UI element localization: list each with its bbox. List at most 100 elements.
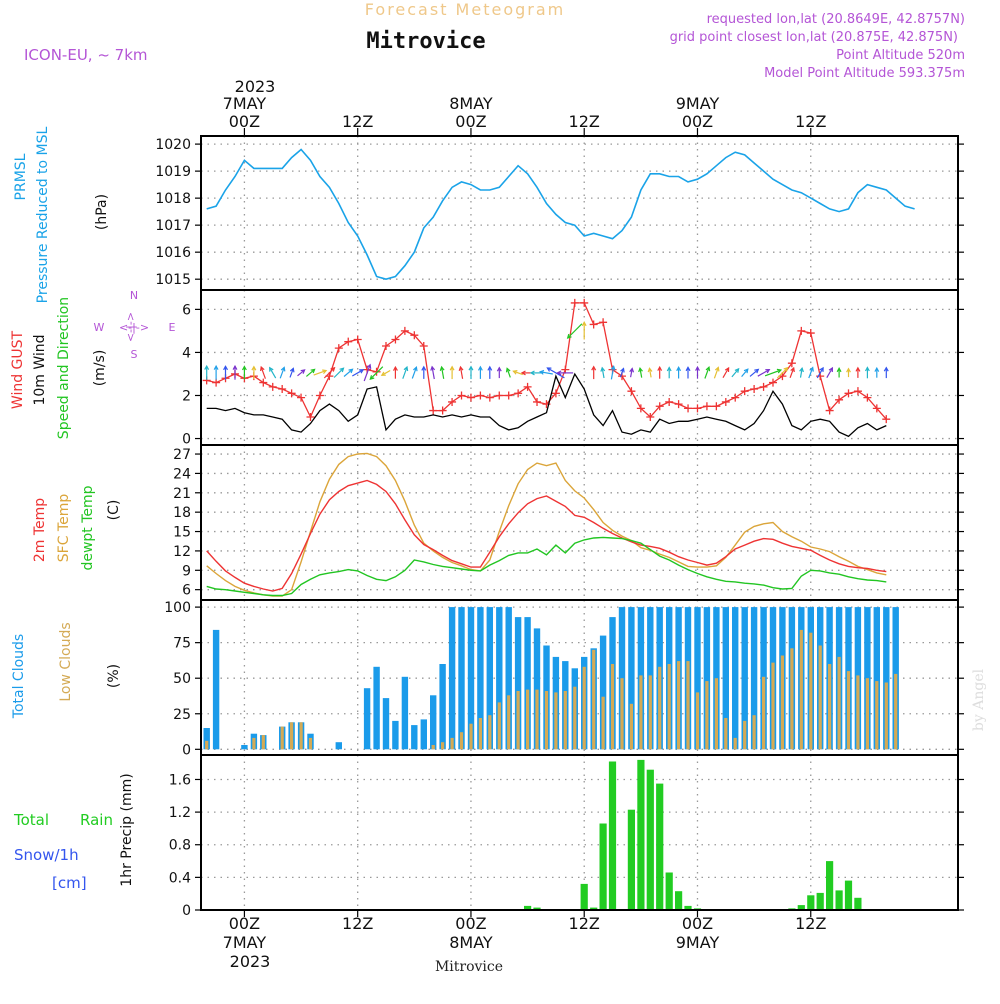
wind-direction-arrow — [506, 368, 511, 378]
wind-direction-arrow — [808, 367, 814, 379]
gust-point — [759, 382, 768, 391]
wind-direction-arrowhead — [855, 366, 861, 372]
total-cloud-bar — [241, 745, 248, 750]
wind-direction-arrowhead — [468, 365, 474, 371]
wind-direction-arrowhead — [714, 366, 720, 372]
gust-point — [872, 404, 881, 413]
gust-point — [806, 329, 815, 338]
point-altitude: Point Altitude 520m — [836, 48, 965, 63]
rain-bar — [816, 892, 824, 910]
gust-point — [514, 389, 523, 398]
gust-point — [712, 402, 721, 411]
gust-point — [853, 387, 862, 396]
total-cloud-bar — [420, 719, 427, 750]
gust-point — [438, 406, 447, 415]
wind-direction-arrowhead — [310, 368, 316, 374]
low-cloud-bar — [856, 675, 860, 750]
panels: 1015101610171018101910200246691215182124… — [0, 0, 964, 919]
wind-direction-arrow — [567, 323, 583, 339]
gust-point — [665, 397, 674, 406]
bottom-axis-time: 00Z — [682, 914, 713, 933]
wind-direction-compass: N S W E <-|-> <-|-> — [94, 289, 176, 361]
gust-point — [693, 404, 702, 413]
gust-point — [589, 320, 598, 329]
gust-point — [466, 393, 475, 402]
low-cloud-bar — [620, 678, 624, 750]
y-tick-label: 25 — [173, 707, 191, 723]
gust-point — [844, 389, 853, 398]
bottom-axis-time: 00Z — [229, 914, 260, 933]
wind-direction-arrowhead — [846, 367, 851, 373]
temp-label-3: dewpt Temp — [80, 485, 96, 570]
low-cloud-bar — [828, 664, 832, 750]
top-axis-time: 00Z — [455, 112, 486, 131]
gust-point — [410, 331, 419, 340]
wind-direction-arrowhead — [223, 365, 229, 371]
wind-direction-arrow — [799, 368, 803, 378]
total-cloud-bar — [628, 607, 635, 750]
rain-bar — [807, 895, 815, 910]
wind-direction-arrowhead — [348, 368, 354, 374]
y-tick-label: 0 — [182, 432, 191, 448]
wind-direction-arrowhead — [487, 365, 493, 371]
low-cloud-bar — [714, 678, 718, 750]
wind-direction-arrowhead — [790, 366, 795, 373]
wind-direction-arrow — [333, 367, 344, 378]
wind-direction-arrowhead — [512, 370, 518, 375]
gust-point — [457, 391, 466, 400]
wind-direction-arrowhead — [883, 366, 889, 372]
wind-direction-arrow — [757, 369, 770, 377]
low-cloud-bar — [526, 689, 530, 750]
gust-point — [646, 413, 655, 422]
wind-direction-arrowhead — [610, 365, 616, 371]
wind-direction-arrowhead — [783, 366, 789, 372]
rain-bar — [533, 907, 541, 910]
rain-bar — [835, 890, 843, 910]
pressure-line — [206, 148, 915, 281]
gust-point — [212, 378, 221, 387]
panel-pressure: 1015 1016 1017 1018 1019 1020 — [155, 136, 964, 290]
wind-direction-arrowhead — [430, 365, 436, 371]
wind-direction-arrowhead — [724, 366, 730, 373]
wind-direction-arrow — [343, 368, 353, 377]
wind-direction-arrowhead — [439, 365, 445, 371]
top-axis-date: 8MAY — [449, 94, 493, 113]
gust-point — [448, 397, 457, 406]
wind-direction-arrowhead — [581, 321, 587, 327]
wind-direction-arrowhead — [828, 366, 834, 373]
bottom-axis-date: 7MAY — [223, 933, 267, 952]
gust-point — [655, 402, 664, 411]
total-cloud-bar — [732, 607, 739, 750]
total-cloud-bar — [411, 725, 418, 750]
total-cloud-bar — [448, 607, 456, 750]
clouds-label-1: Total Clouds — [11, 634, 27, 719]
y-tick-label: 0.8 — [169, 838, 191, 854]
gust-point — [702, 402, 711, 411]
low-cloud-bar — [459, 732, 464, 750]
wind-direction-arrowhead — [538, 369, 545, 375]
wind-direction-arrow — [704, 366, 710, 379]
model-altitude: Model Point Altitude 593.375m — [764, 66, 965, 81]
y-tick-label: 2 — [182, 388, 191, 404]
compass-vertical-arrow: <-|-> — [124, 312, 137, 342]
wind-direction-arrowhead — [403, 365, 409, 372]
y-tick-label: 0 — [182, 742, 191, 758]
low-cloud-bar — [695, 692, 700, 750]
low-cloud-bar — [771, 662, 775, 750]
wind-direction-arrow — [313, 370, 327, 376]
top-axis-year: 2023 — [235, 77, 276, 96]
y-tick-label: 1017 — [155, 218, 191, 234]
wind-direction-arrow — [789, 367, 795, 379]
bottom-axis-year: 2023 — [230, 952, 271, 971]
low-cloud-bar — [790, 648, 794, 750]
low-cloud-bar — [733, 737, 737, 750]
low-cloud-bar — [497, 702, 501, 750]
top-axis-time: 00Z — [229, 112, 260, 131]
total-cloud-bar — [486, 607, 493, 750]
wind-direction-arrowhead — [380, 371, 386, 376]
low-cloud-bar — [818, 645, 822, 750]
y-tick-label: 9 — [182, 563, 191, 579]
low-cloud-bar — [884, 682, 888, 750]
wind-direction-arrowhead — [629, 367, 635, 373]
